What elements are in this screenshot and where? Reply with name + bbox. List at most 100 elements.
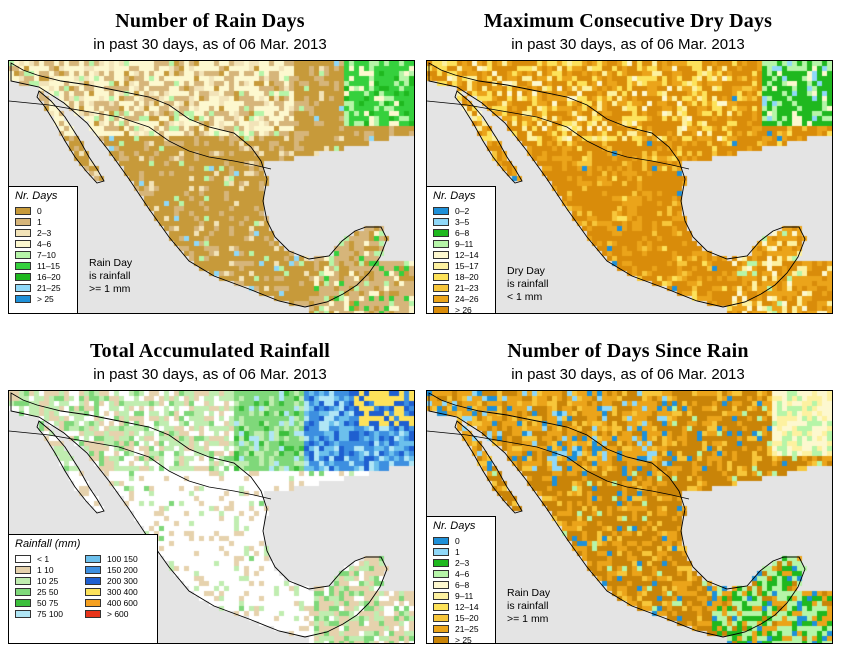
- legend-swatch: [15, 273, 31, 281]
- legend-label: 21–25: [37, 283, 61, 293]
- legend-label: 300 400: [107, 587, 138, 597]
- map-outline: [427, 392, 806, 638]
- legend: Nr. Days 0–2 3–5 6–8 9–11 12–14 15–17 18–20 21–2…: [427, 186, 496, 313]
- legend-label: 10 25: [37, 576, 59, 586]
- map-days-since-rain: Nr. Days 0 1 2–3 4–6 6–8 9–11 12–14 15–20 21–25 > …: [426, 390, 833, 644]
- legend-swatch: [85, 577, 101, 585]
- legend-label: 3–5: [455, 217, 470, 227]
- legend-note: is rainfall: [89, 270, 131, 282]
- panel-days-since-rain: Number of Days Since Rain in past 30 day…: [418, 330, 838, 650]
- map-outline: [427, 62, 806, 308]
- legend-swatch: [85, 588, 101, 596]
- legend-label: 21–23: [455, 283, 479, 293]
- legend-label: > 25: [37, 294, 54, 304]
- chart-title: Total Accumulated Rainfall: [89, 340, 331, 362]
- legend-note: is rainfall: [507, 278, 549, 290]
- us-border: [9, 430, 272, 500]
- legend-label: 4–6: [455, 569, 470, 579]
- legend-swatch: [15, 229, 31, 237]
- baja-border: [454, 90, 523, 184]
- legend-label: 7–10: [37, 250, 56, 260]
- legend-swatch: [433, 218, 449, 226]
- baja-border: [36, 90, 105, 184]
- chart-subtitle: in past 30 days, as of 06 Mar. 2013: [93, 366, 327, 383]
- legend-swatch: [15, 577, 31, 585]
- legend-note: Dry Day: [507, 265, 545, 277]
- baja-border: [36, 420, 105, 514]
- legend-label: 0: [37, 206, 42, 216]
- legend-swatch: [15, 610, 31, 618]
- legend-swatch: [433, 581, 449, 589]
- chart-subtitle: in past 30 days, as of 06 Mar. 2013: [511, 366, 745, 383]
- legend-label: 9–11: [455, 591, 474, 601]
- legend-swatch: [433, 636, 449, 643]
- legend-swatch: [433, 548, 449, 556]
- legend-label: 6–8: [455, 580, 470, 590]
- baja-border: [454, 420, 523, 514]
- legend-swatch: [433, 614, 449, 622]
- legend-note: is rainfall: [507, 600, 549, 612]
- chart-subtitle: in past 30 days, as of 06 Mar. 2013: [511, 36, 745, 53]
- map-outline: [9, 62, 388, 308]
- legend-swatch: [433, 284, 449, 292]
- legend-swatch: [433, 229, 449, 237]
- legend-swatch: [433, 295, 449, 303]
- legend-label: 75 100: [37, 609, 63, 619]
- legend-swatch: [433, 306, 449, 313]
- chart-title: Number of Rain Days: [115, 10, 305, 32]
- legend-label: 16–20: [37, 272, 61, 282]
- legend-label: 21–25: [455, 624, 479, 634]
- legend-swatch: [85, 599, 101, 607]
- legend-swatch: [15, 566, 31, 574]
- legend-label: 200 300: [107, 576, 138, 586]
- legend-title: Nr. Days: [433, 190, 476, 202]
- legend-swatch: [15, 251, 31, 259]
- legend-label: 15–20: [455, 613, 479, 623]
- legend-label: > 26: [455, 305, 472, 314]
- legend-label: > 600: [107, 609, 129, 619]
- legend-title: Nr. Days: [433, 520, 476, 532]
- legend-swatch: [15, 284, 31, 292]
- legend-label: 12–14: [455, 250, 479, 260]
- legend-swatch: [15, 262, 31, 270]
- legend-label: 18–20: [455, 272, 479, 282]
- legend-label: < 1: [37, 554, 50, 564]
- legend-swatch: [433, 537, 449, 545]
- legend-label: 0: [455, 536, 460, 546]
- legend-label: 0–2: [455, 206, 470, 216]
- legend-label: 12–14: [455, 602, 479, 612]
- legend-swatch: [433, 207, 449, 215]
- legend-swatch: [433, 262, 449, 270]
- legend-label: 150 200: [107, 565, 138, 575]
- legend-swatch: [433, 570, 449, 578]
- legend-swatch: [15, 295, 31, 303]
- legend-label: > 25: [455, 635, 472, 644]
- legend-swatch: [433, 273, 449, 281]
- legend-note: Rain Day: [89, 257, 133, 269]
- legend-label: 50 75: [37, 598, 59, 608]
- legend-swatch: [15, 218, 31, 226]
- panel-max-dry-days: Maximum Consecutive Dry Days in past 30 …: [418, 0, 838, 320]
- country-border: [10, 62, 388, 308]
- panel-total-rainfall: Total Accumulated Rainfall in past 30 da…: [0, 330, 420, 650]
- chart-subtitle: in past 30 days, as of 06 Mar. 2013: [93, 36, 327, 53]
- legend-label: 1 10: [37, 565, 54, 575]
- legend-swatch: [433, 559, 449, 567]
- legend-title: Nr. Days: [15, 190, 58, 202]
- map-rain-days: Nr. Days 0 1 2–3 4–6 7–10 11–15 16–20 21–25 > 25 R…: [8, 60, 415, 314]
- legend-label: 1: [37, 217, 42, 227]
- legend-swatch: [85, 610, 101, 618]
- chart-title: Maximum Consecutive Dry Days: [483, 10, 773, 32]
- country-border: [428, 62, 806, 308]
- legend-note: >= 1 mm: [507, 613, 549, 625]
- legend-swatch: [85, 566, 101, 574]
- legend-swatch: [15, 240, 31, 248]
- legend-swatch: [433, 251, 449, 259]
- us-border: [9, 100, 272, 170]
- legend-label: 2–3: [455, 558, 470, 568]
- legend-note: < 1 mm: [507, 291, 543, 303]
- us-border: [427, 100, 690, 170]
- panel-rain-days: Number of Rain Days in past 30 days, as …: [0, 0, 420, 320]
